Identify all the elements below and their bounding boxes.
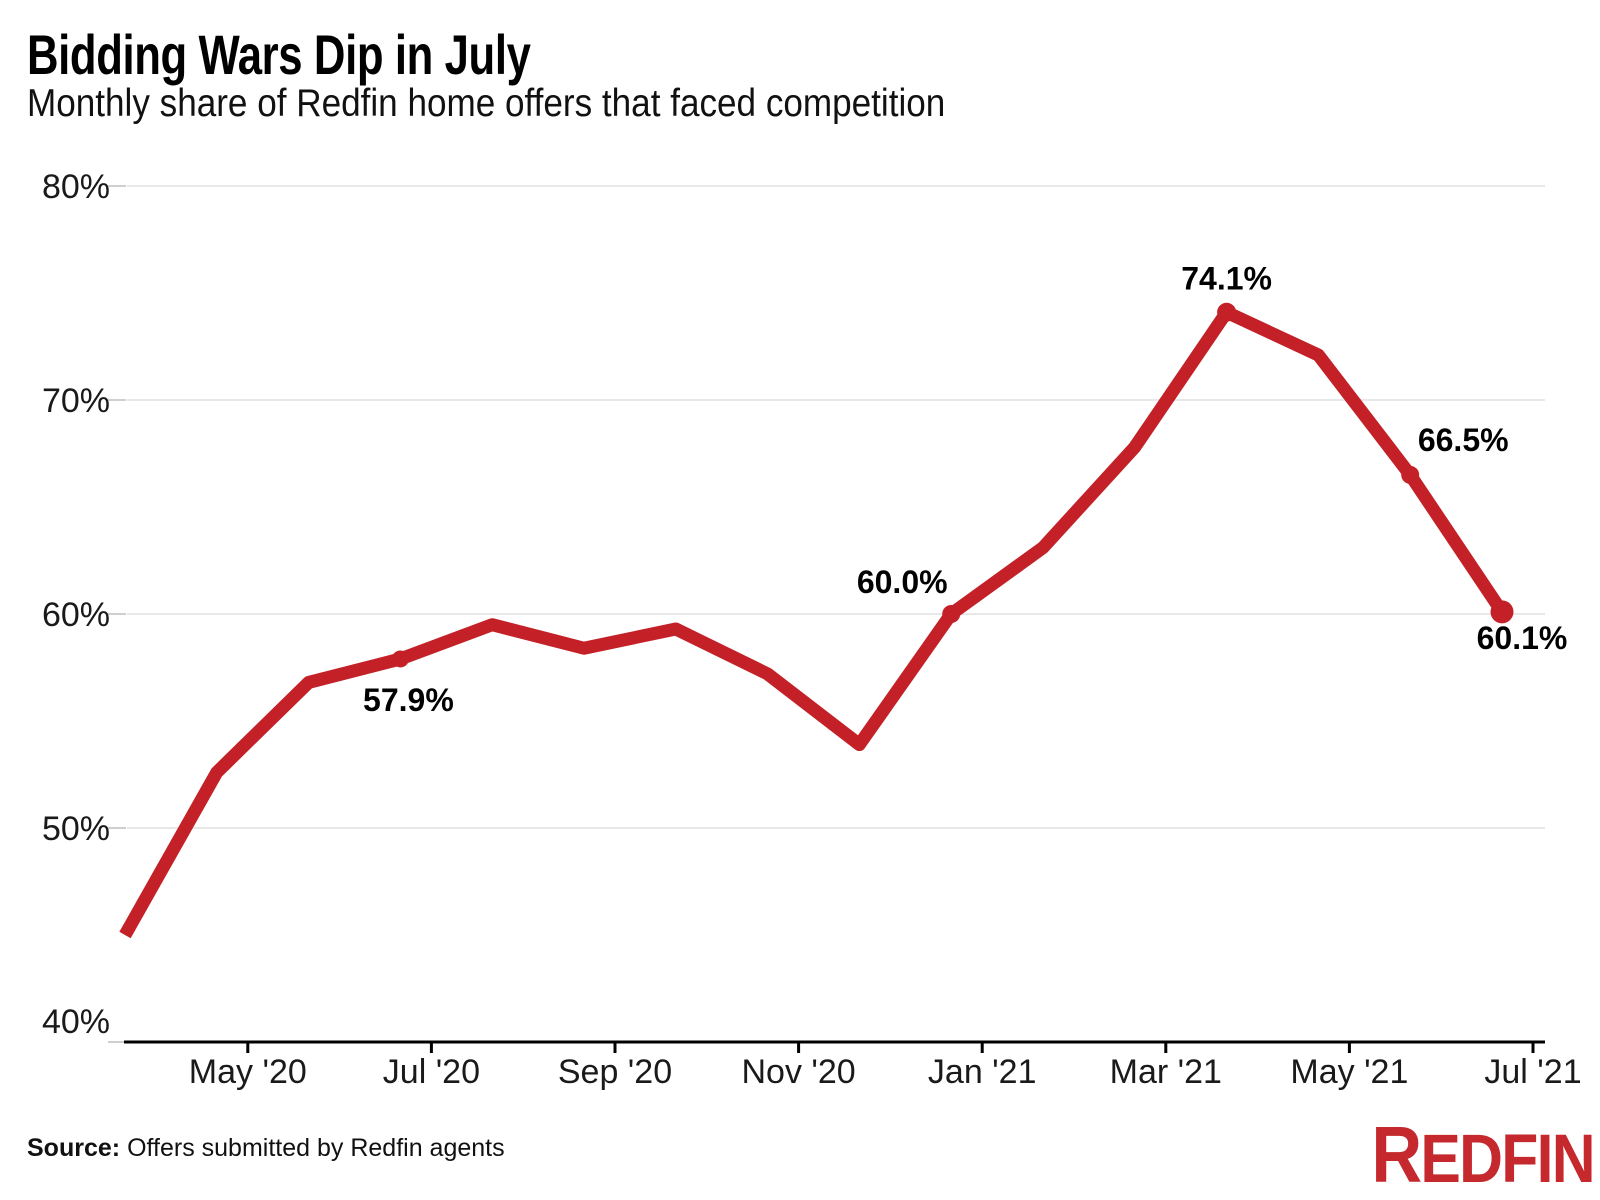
- data-point-dot-9: [942, 605, 961, 623]
- y-axis-label-70: 70%: [42, 382, 110, 420]
- logo-letters-rest: EDFIN: [1420, 1120, 1596, 1197]
- x-axis-label-3: Jul '20: [383, 1053, 480, 1091]
- x-axis-label-13: May '21: [1290, 1053, 1408, 1091]
- source-text: Offers submitted by Redfin agents: [127, 1134, 505, 1162]
- data-point-label-12: 74.1%: [1181, 260, 1272, 296]
- y-axis-label-80: 80%: [42, 168, 110, 206]
- trend-line: [119, 305, 1508, 939]
- data-point-dot-12: [1217, 302, 1237, 322]
- data-point-dot-15: [1490, 600, 1514, 624]
- redfin-logo: REDFIN: [1372, 1115, 1596, 1197]
- data-point-label-14: 66.5%: [1418, 422, 1509, 458]
- data-point-dot-3: [391, 650, 409, 668]
- x-axis-label-9: Jan '21: [928, 1053, 1037, 1091]
- x-axis-label-5: Sep '20: [558, 1053, 672, 1091]
- data-point-label-9: 60.0%: [857, 564, 948, 600]
- x-axis-label-11: Mar '21: [1110, 1053, 1222, 1091]
- data-point-dot-14: [1401, 465, 1420, 484]
- y-axis-label-50: 50%: [42, 810, 110, 848]
- y-axis-label-40: 40%: [42, 1003, 110, 1041]
- source-label: Source:: [27, 1134, 121, 1162]
- x-axis-label-1: May '20: [189, 1053, 307, 1091]
- data-point-label-3: 57.9%: [363, 682, 454, 718]
- source-note: Source: Offers submitted by Redfin agents: [27, 1134, 505, 1163]
- chart-subtitle: Monthly share of Redfin home offers that…: [27, 82, 946, 125]
- chart-title: Bidding Wars Dip in July: [27, 23, 531, 86]
- x-axis-label-7: Nov '20: [741, 1053, 855, 1091]
- y-axis-label-60: 60%: [42, 596, 110, 634]
- data-point-label-15: 60.1%: [1477, 620, 1568, 656]
- x-axis-label-15: Jul '21: [1484, 1053, 1581, 1091]
- logo-letter-r: R: [1371, 1110, 1423, 1199]
